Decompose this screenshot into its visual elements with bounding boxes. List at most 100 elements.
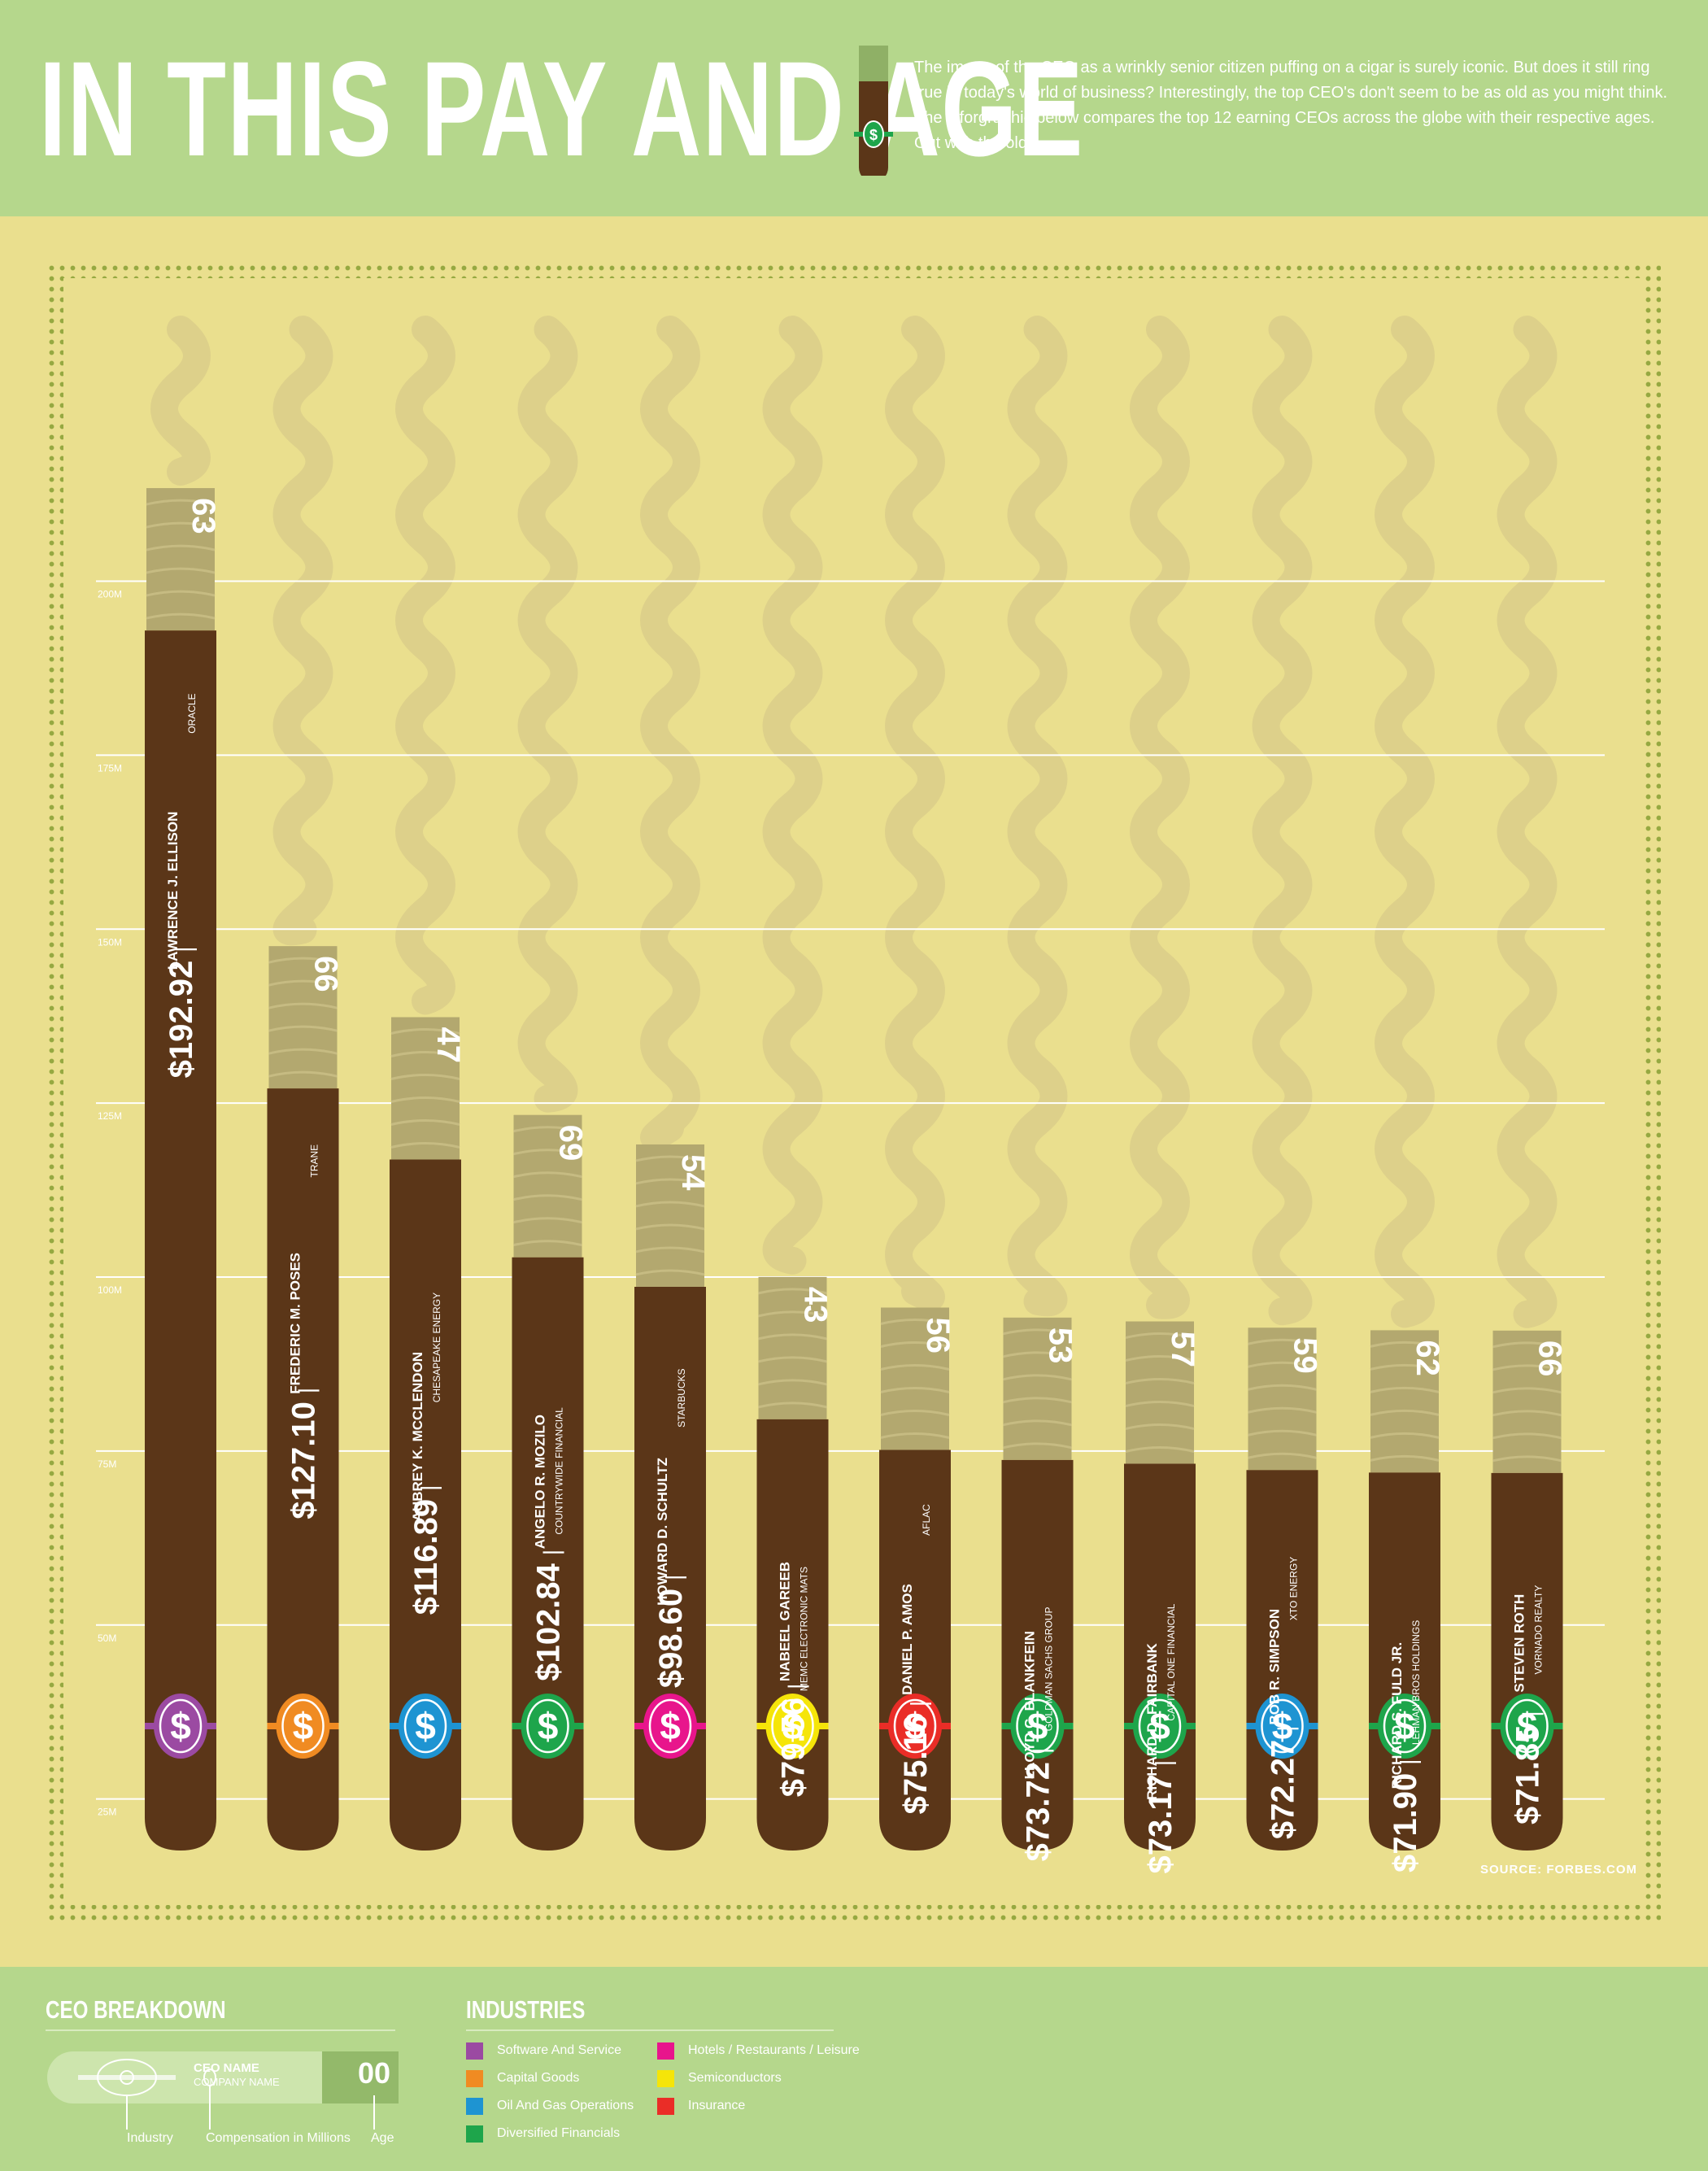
ash-texture [1248, 1452, 1317, 1459]
cigar-ash [513, 1114, 582, 1258]
compensation-label: $71.85 [1510, 1725, 1546, 1824]
company-label: MEMC ELECTRONIC MATS [799, 1567, 810, 1691]
legend-swatch [466, 2125, 483, 2143]
cigar-body [267, 1088, 339, 1851]
ash-texture [1125, 1378, 1195, 1384]
separator: | [416, 1485, 442, 1491]
ash-texture [635, 1269, 705, 1276]
ash-texture [635, 1223, 705, 1231]
ash-texture [1492, 1432, 1562, 1440]
ash-texture [268, 1048, 338, 1055]
ash-texture [1003, 1397, 1072, 1404]
y-tick-label: 150M [98, 936, 122, 948]
ash-texture [1370, 1454, 1440, 1462]
company-label: TRANE [309, 1144, 320, 1178]
smoke-wisp [1252, 316, 1313, 1326]
ash-texture [635, 1155, 705, 1162]
smoke-wisp [272, 316, 333, 946]
ceo-breakdown-diagram [47, 2051, 399, 2130]
company-label: STARBUCKS [676, 1368, 687, 1427]
svg-text:$: $ [869, 127, 878, 143]
y-tick-label: 25M [98, 1807, 116, 1818]
ash-texture [1492, 1364, 1562, 1371]
footer-legend: CEO BREAKDOWN CEO NAME COMPANY NAME 00 I… [0, 1967, 1708, 2171]
smoke-layer [150, 316, 1558, 1328]
industry-badge-ring [771, 1698, 814, 1754]
legend-label: Diversified Financials [497, 2126, 621, 2140]
cigar-ash [1126, 1321, 1194, 1464]
header-banner: IN THIS PAY AND AGE $ The image of the C… [0, 0, 1708, 216]
ash-texture [1370, 1341, 1440, 1348]
value-name-label: $73.72 | [1021, 1748, 1057, 1862]
cigar-bar: 62 $ $71.90 |RICHARD S. FULD JR. LEHMAN BROS… [1369, 1330, 1445, 1872]
cigar-ash [1248, 1327, 1317, 1471]
cigar-bar: 63 $ $192.92 |LAWRENCE J. ELLISON ORACLE [145, 488, 221, 1851]
compensation-label: $73.17 [1143, 1774, 1179, 1873]
separator: | [661, 1575, 686, 1580]
industry-badge [1133, 1694, 1187, 1759]
cigar-body [390, 1159, 461, 1851]
age-label: 53 [1043, 1327, 1078, 1364]
industries-title: INDUSTRIES [466, 1995, 586, 2024]
dollar-icon: $ [660, 1705, 681, 1747]
breakdown-ceo-name: CEO NAME [194, 2061, 259, 2075]
separator: | [539, 1550, 564, 1555]
industry-badge [154, 1694, 207, 1759]
ash-texture [146, 567, 216, 574]
grid-layer: 25M 50M 75M 100M 125M 150M 175M 200M [96, 580, 1605, 1818]
cigar-ash [1492, 1330, 1562, 1473]
industry-badge [1500, 1694, 1554, 1759]
ash-texture [390, 1119, 460, 1126]
breakdown-company-name: COMPANY NAME [194, 2076, 280, 2088]
age-label: 56 [920, 1318, 956, 1354]
dollar-icon: $ [1394, 1705, 1415, 1747]
compensation-label: $75.16 [898, 1715, 934, 1814]
ash-texture [513, 1149, 582, 1156]
y-tick-label: 200M [98, 589, 122, 600]
ash-texture [390, 1074, 460, 1080]
ash-texture [1492, 1410, 1562, 1417]
breakdown-caption-compensation: Compensation in Millions [206, 2131, 351, 2145]
ash-texture [390, 1051, 460, 1057]
industry-badge [399, 1694, 452, 1759]
legend-label: Insurance [688, 2099, 746, 2112]
ceo-name-label: RICHARD D. FAIRBANK [1144, 1642, 1160, 1799]
ash-texture [1003, 1374, 1072, 1381]
ceo-name-label: RICHARD S. FULD JR. [1389, 1642, 1405, 1789]
ash-texture [1370, 1409, 1440, 1416]
age-label: 62 [1410, 1340, 1445, 1376]
age-label: 43 [798, 1287, 834, 1323]
intro-text: The image of the CEO as a wrinkly senior… [914, 59, 1668, 152]
cigar-bar: 47 $ $116.89 |AUBREY K. MCCLENDON CHESAPEAKE… [390, 1017, 466, 1851]
industry-badge-ring [526, 1698, 569, 1754]
dollar-icon: $ [170, 1705, 191, 1747]
smoke-wisp [1007, 316, 1068, 1317]
legend-swatch [657, 2098, 674, 2115]
industry-badge-ring [1505, 1698, 1549, 1754]
ash-texture [390, 1142, 460, 1149]
ash-texture [1370, 1386, 1440, 1393]
ash-texture [268, 1070, 338, 1078]
value-name-label: $73.17 | [1143, 1760, 1179, 1874]
industry-badge [276, 1694, 330, 1759]
ash-texture [1125, 1423, 1195, 1430]
ash-texture [513, 1171, 582, 1179]
cigar-ash [268, 946, 338, 1089]
legend-swatch [466, 2070, 483, 2087]
ash-texture [880, 1432, 950, 1439]
value-name-label: $98.60 | [653, 1575, 689, 1689]
ash-texture [758, 1333, 827, 1341]
separator: | [1029, 1748, 1054, 1754]
ash-texture [758, 1402, 827, 1409]
ash-texture [1003, 1442, 1072, 1450]
breakdown-rule [46, 2029, 395, 2031]
smoke-wisp [885, 316, 945, 1311]
ash-texture [146, 613, 216, 620]
cigar-bar: 69 $ $102.84 |ANGELO R. MOZILO COUNTRYWIDE F… [512, 1114, 589, 1851]
cigar-bar: 43 $$79.56 | NABEEL GAREEB MEMC ELECTRONIC M… [756, 1276, 834, 1851]
cigar-bar: 53 $ $73.72 |LLOYD C. BLANKFEIN GOLDMAN SACH… [1001, 1317, 1078, 1862]
ash-texture [1248, 1361, 1317, 1368]
smoke-wisp [1130, 316, 1190, 1319]
company-label: CHESAPEAKE ENERGY [431, 1293, 442, 1402]
